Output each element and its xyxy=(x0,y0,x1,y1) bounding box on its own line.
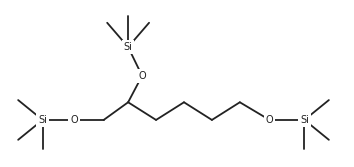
Text: Si: Si xyxy=(124,42,132,52)
Text: O: O xyxy=(266,115,273,125)
Text: O: O xyxy=(70,115,78,125)
Text: Si: Si xyxy=(38,115,47,125)
Text: O: O xyxy=(138,71,146,81)
Text: Si: Si xyxy=(300,115,309,125)
